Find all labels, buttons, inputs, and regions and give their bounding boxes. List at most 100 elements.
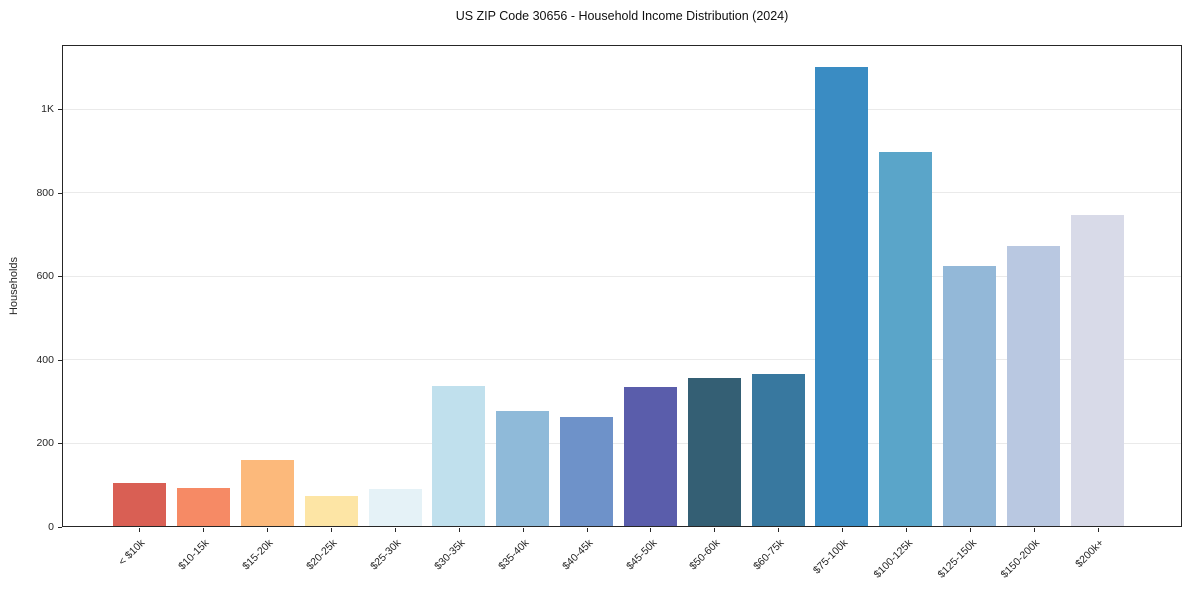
- bar-slot: [874, 46, 938, 526]
- bar-$10-15k: [177, 488, 231, 526]
- y-tick-label: 1K: [41, 103, 54, 116]
- x-tick-label: $50-60k: [687, 537, 723, 573]
- bar-$30-35k: [432, 385, 486, 526]
- bar-$15-20k: [241, 460, 295, 526]
- x-tick-label: $25-30k: [367, 537, 404, 573]
- y-tick-mark: [58, 443, 62, 445]
- x-tick-mark: [1098, 528, 1100, 532]
- x-tick-cell: $125-150k: [935, 528, 1002, 590]
- x-tick-cell: $10-15k: [171, 528, 235, 590]
- y-tick-label: 400: [36, 353, 54, 366]
- x-tick-label: $60-75k: [751, 537, 787, 573]
- y-tick-mark: [58, 192, 62, 194]
- bar-$100-125k: [879, 152, 933, 526]
- bar-slot: [682, 46, 746, 526]
- x-tick-mark: [842, 528, 844, 532]
- x-tick-mark: [266, 528, 268, 532]
- bar-slot: [491, 46, 555, 526]
- bar-$20-25k: [304, 496, 358, 526]
- bar-$45-50k: [623, 387, 677, 526]
- x-tick-cell: < $10k: [107, 528, 171, 590]
- bar-slot: [299, 46, 363, 526]
- bar-slot: [555, 46, 619, 526]
- x-tick-label: $20-25k: [303, 537, 340, 573]
- bar-$60-75k: [751, 373, 805, 526]
- x-tick-label: $125-150k: [935, 537, 979, 581]
- x-tick-label: $150-200k: [999, 537, 1043, 581]
- x-tick-cell: $30-35k: [427, 528, 491, 590]
- bar-slot: [363, 46, 427, 526]
- x-tick-label: $75-100k: [811, 537, 851, 577]
- bars-container: [63, 46, 1181, 526]
- x-tick-label: $35-40k: [495, 537, 532, 573]
- bar-slot: [236, 46, 300, 526]
- x-tick-label: $200k+: [1073, 537, 1107, 571]
- x-tick-label: $40-45k: [559, 537, 596, 573]
- bar-$200k+: [1070, 214, 1124, 526]
- x-tick-mark: [970, 528, 972, 532]
- y-tick-mark: [58, 526, 62, 528]
- gridline-800: [63, 192, 1181, 194]
- x-tick-mark: [586, 528, 588, 532]
- bar-$75-100k: [815, 67, 869, 526]
- plot-area: [62, 45, 1182, 527]
- x-tick-mark: [394, 528, 396, 532]
- x-tick-cell: $75-100k: [810, 528, 874, 590]
- y-tick-mark: [58, 109, 62, 111]
- bar-$125-150k: [942, 266, 996, 526]
- bar-slot: [108, 46, 172, 526]
- gridline-600: [63, 275, 1181, 277]
- y-tick-mark: [58, 276, 62, 278]
- x-tick-cell: $200k+: [1066, 528, 1130, 590]
- x-axis: < $10k $10-15k $15-20k $20-25k $25-30k $30-35…: [62, 528, 1182, 590]
- x-tick-label: $30-35k: [431, 537, 468, 573]
- y-tick-label: 800: [36, 186, 54, 199]
- x-tick-mark: [1034, 528, 1036, 532]
- y-axis-label: Households: [8, 256, 20, 316]
- x-tick-mark: [202, 528, 204, 532]
- x-tick-cell: $35-40k: [491, 528, 555, 590]
- gridline-400: [63, 359, 1181, 361]
- bar-$35-40k: [496, 411, 550, 526]
- bar-$150-200k: [1006, 246, 1060, 526]
- x-tick-mark: [522, 528, 524, 532]
- x-tick-cell: $15-20k: [235, 528, 299, 590]
- bar-slot: [1065, 46, 1129, 526]
- bar-slot: [1001, 46, 1065, 526]
- x-tick-label: $45-50k: [623, 537, 659, 573]
- x-tick-label: $10-15k: [176, 537, 212, 573]
- x-tick-cell: $60-75k: [746, 528, 810, 590]
- bar-slot: [938, 46, 1002, 526]
- bar-slot: [427, 46, 491, 526]
- bar-slot: [746, 46, 810, 526]
- y-tick-mark: [58, 359, 62, 361]
- x-tick-label: < $10k: [116, 537, 148, 568]
- x-tick-cell: $20-25k: [299, 528, 363, 590]
- x-tick-mark: [778, 528, 780, 532]
- x-tick-mark: [330, 528, 332, 532]
- x-tick-label: $15-20k: [240, 537, 276, 573]
- y-tick-label: 200: [36, 437, 54, 450]
- x-tick-cell: $25-30k: [363, 528, 427, 590]
- y-tick-label: 0: [48, 520, 54, 533]
- x-tick-mark: [714, 528, 716, 532]
- y-tick-label: 600: [36, 270, 54, 283]
- bar-< $10k: [113, 482, 167, 526]
- x-tick-mark: [458, 528, 460, 532]
- x-tick-cell: $45-50k: [619, 528, 683, 590]
- bar-$50-60k: [687, 377, 741, 526]
- x-tick-mark: [906, 528, 908, 532]
- x-tick-mark: [138, 528, 140, 532]
- x-tick-cell: $100-125k: [871, 528, 938, 590]
- bar-slot: [810, 46, 874, 526]
- x-tick-cell: $50-60k: [682, 528, 746, 590]
- x-tick-mark: [650, 528, 652, 532]
- x-tick-cell: $150-200k: [999, 528, 1066, 590]
- bar-slot: [619, 46, 683, 526]
- chart-title: US ZIP Code 30656 - Household Income Dis…: [455, 9, 789, 23]
- x-tick-cell: $40-45k: [555, 528, 619, 590]
- gridline-1K: [63, 108, 1181, 110]
- bar-$25-30k: [368, 488, 422, 526]
- bar-$40-45k: [560, 417, 614, 526]
